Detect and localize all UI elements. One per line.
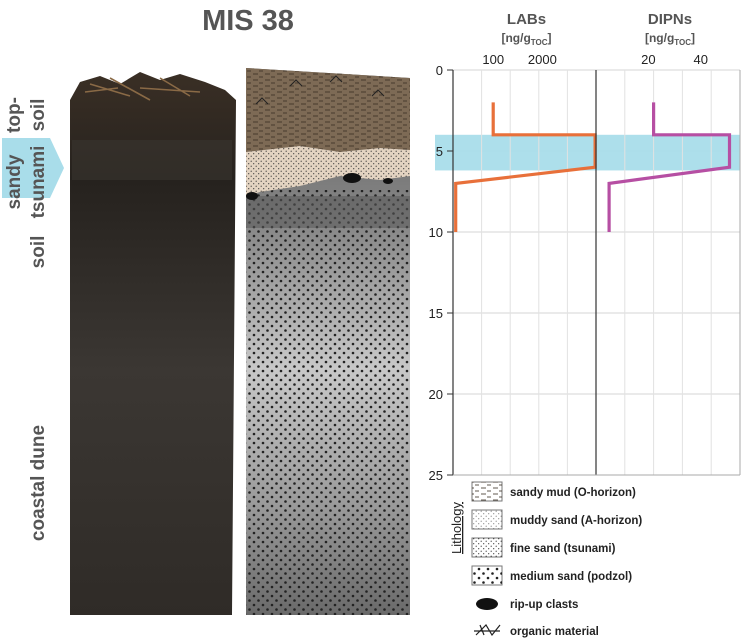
panel-title-0: LABs [507,11,546,28]
unit-sub: TOC [674,38,691,47]
unit-main: [ng/g [501,31,530,45]
legend-label-muddy-sand: muddy sand (A-horizon) [510,515,642,527]
x-tick-label-0-1: 2000 [528,52,557,67]
y-tick-label-3: 15 [429,306,443,321]
legend-swatch-fine-sand-fill [472,538,502,557]
core-side-labels: top- soil sandy tsunami soil coastal dun… [2,97,64,541]
panel-0: LABs [ng/gTOC] 100 2000 [452,11,597,475]
legend-swatch-muddy-sand-fill [472,510,502,529]
label-sandy-soil-1: sandy [4,154,25,209]
legend-swatch-rip-up-clasts [476,598,498,610]
unit-sub: TOC [531,38,548,47]
legend-label-organic-material: organic material [510,626,599,638]
panel-unit-0: [ng/gTOC] [501,31,551,47]
unit-close: ] [548,31,552,45]
panel-1: DIPNs [ng/gTOC] 20 40 [595,11,732,475]
unit-close: ] [691,31,695,45]
legend-label-sandy-mud: sandy mud (O-horizon) [510,487,636,499]
lithology-legend: Lithology sandy mud (O-horizon) muddy sa… [449,481,642,638]
legend-swatch-medium-sand-fill [472,566,502,585]
panel-unit-1: [ng/gTOC] [645,31,695,47]
legend-label-fine-sand: fine sand (tsunami) [510,543,616,555]
tsunami-band-rect [435,134,740,171]
panel-title-1: DIPNs [648,11,692,28]
legend-swatch-sandy-mud-fill [472,482,502,501]
series-line-0-0 [454,102,597,232]
lithology-column [246,68,410,615]
tsunami-arrow [2,138,64,198]
core-photo [70,72,236,615]
y-axis: 0 5 10 15 20 25 [429,63,741,483]
y-tick-label-0: 0 [436,63,443,78]
tsunami-band [435,134,740,171]
legend-label-rip-up-clasts: rip-up clasts [510,599,578,611]
x-tick-label-1-0: 20 [641,52,655,67]
label-sandy-soil-2: soil [28,236,49,269]
label-topsoil-1: top- [4,97,25,133]
legend-label-medium-sand: medium sand (podzol) [510,571,632,583]
unit-main: [ng/g [645,31,674,45]
organic-material-icon [474,624,501,637]
label-topsoil-2: soil [28,99,49,132]
y-tick-label-4: 20 [429,387,443,402]
y-tick-label-5: 25 [429,468,443,483]
x-tick-label-1-1: 40 [693,52,707,67]
y-tick-label-2: 10 [429,225,443,240]
x-tick-label-0-0: 100 [482,52,504,67]
label-coastal-dune: coastal dune [28,425,49,541]
lithology-title: Lithology [449,501,464,554]
figure-title: MIS 38 [202,5,294,37]
label-tsunami: tsunami [28,146,49,219]
y-tick-label-1: 5 [436,144,443,159]
series-line-1-0 [607,102,732,232]
